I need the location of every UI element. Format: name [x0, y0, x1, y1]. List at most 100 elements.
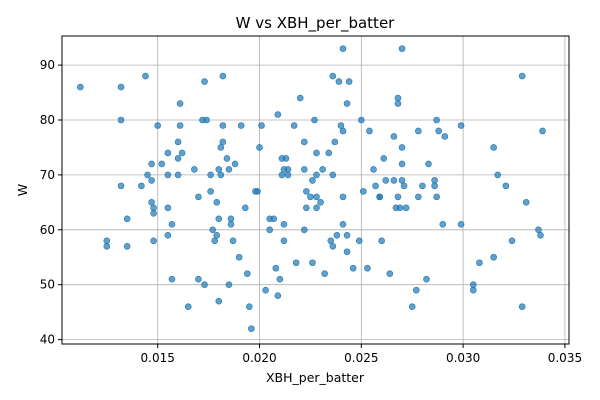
data-point [207, 171, 214, 179]
x-tick-label: 0.030 [446, 351, 480, 365]
data-point [358, 116, 365, 124]
data-point [225, 166, 233, 173]
data-point [329, 72, 337, 80]
data-point [329, 242, 337, 250]
data-point [201, 281, 208, 289]
data-point [394, 94, 402, 102]
data-point [229, 237, 237, 245]
data-point [280, 237, 288, 245]
data-point [508, 237, 516, 245]
data-point [355, 237, 363, 245]
data-point [518, 303, 526, 310]
data-point [174, 155, 182, 162]
data-point [123, 215, 131, 223]
data-point [266, 226, 273, 234]
data-point [303, 204, 310, 212]
data-point [148, 199, 155, 206]
data-point [215, 215, 223, 223]
y-axis-label: W [15, 184, 30, 196]
data-point [215, 297, 223, 305]
data-point [213, 199, 221, 206]
data-point [349, 264, 357, 272]
data-point [337, 122, 345, 129]
data-point [339, 127, 347, 135]
data-point [470, 281, 477, 289]
data-point [339, 221, 347, 228]
data-point [262, 286, 269, 294]
data-point [284, 166, 292, 173]
data-point [258, 122, 265, 129]
data-point [138, 182, 145, 190]
data-point [400, 182, 408, 190]
data-point [219, 72, 227, 80]
data-point [223, 155, 231, 162]
data-point [366, 127, 373, 135]
y-axis-ticks: 40 50 60 70 80 90 [40, 58, 62, 347]
x-tick-label: 0.015 [141, 351, 175, 365]
data-point [176, 100, 184, 107]
data-point [164, 171, 172, 179]
data-point [296, 94, 304, 102]
data-point [333, 231, 341, 239]
data-point [227, 215, 235, 223]
data-point [284, 171, 292, 179]
data-point [215, 166, 223, 173]
data-point [301, 226, 308, 234]
data-point [270, 215, 278, 223]
data-point [325, 149, 333, 157]
data-point [313, 171, 320, 179]
data-point [370, 166, 377, 173]
data-point [154, 122, 161, 129]
data-point [209, 226, 216, 234]
data-point [301, 166, 308, 173]
data-point [178, 149, 186, 157]
data-point [339, 193, 347, 201]
y-tick-label: 40 [40, 333, 55, 347]
data-point [439, 221, 447, 228]
data-point [313, 193, 320, 201]
data-point [390, 177, 398, 184]
data-point [343, 248, 351, 256]
data-point [386, 270, 394, 278]
data-point [225, 281, 233, 289]
data-point [343, 231, 351, 239]
data-point [441, 133, 449, 140]
data-point [237, 122, 245, 129]
data-point [144, 171, 151, 179]
data-point [539, 127, 546, 135]
data-point [398, 160, 406, 168]
data-point [394, 100, 402, 107]
data-point [243, 270, 251, 278]
data-point [431, 177, 438, 184]
data-point [274, 292, 282, 299]
data-point [276, 275, 284, 283]
data-point [433, 116, 440, 124]
data-point [241, 204, 249, 212]
data-point [77, 83, 84, 91]
data-point [103, 242, 111, 250]
data-point [390, 133, 398, 140]
data-point [313, 149, 320, 157]
data-point [415, 127, 422, 135]
data-point [150, 204, 157, 212]
data-point [502, 182, 510, 190]
data-point [490, 144, 497, 151]
y-tick-label: 50 [40, 278, 55, 292]
data-point [327, 237, 335, 245]
data-point [335, 78, 343, 85]
data-point [213, 231, 221, 239]
data-points [77, 45, 546, 332]
data-point [309, 259, 316, 267]
data-point [278, 171, 286, 179]
data-point [343, 100, 351, 107]
data-point [274, 111, 282, 118]
data-point [408, 303, 416, 310]
data-point [217, 144, 225, 151]
data-point [235, 253, 243, 261]
y-tick-label: 80 [40, 113, 55, 127]
data-point [490, 253, 497, 261]
data-point [231, 160, 239, 168]
data-point [402, 204, 410, 212]
data-point [150, 210, 157, 217]
